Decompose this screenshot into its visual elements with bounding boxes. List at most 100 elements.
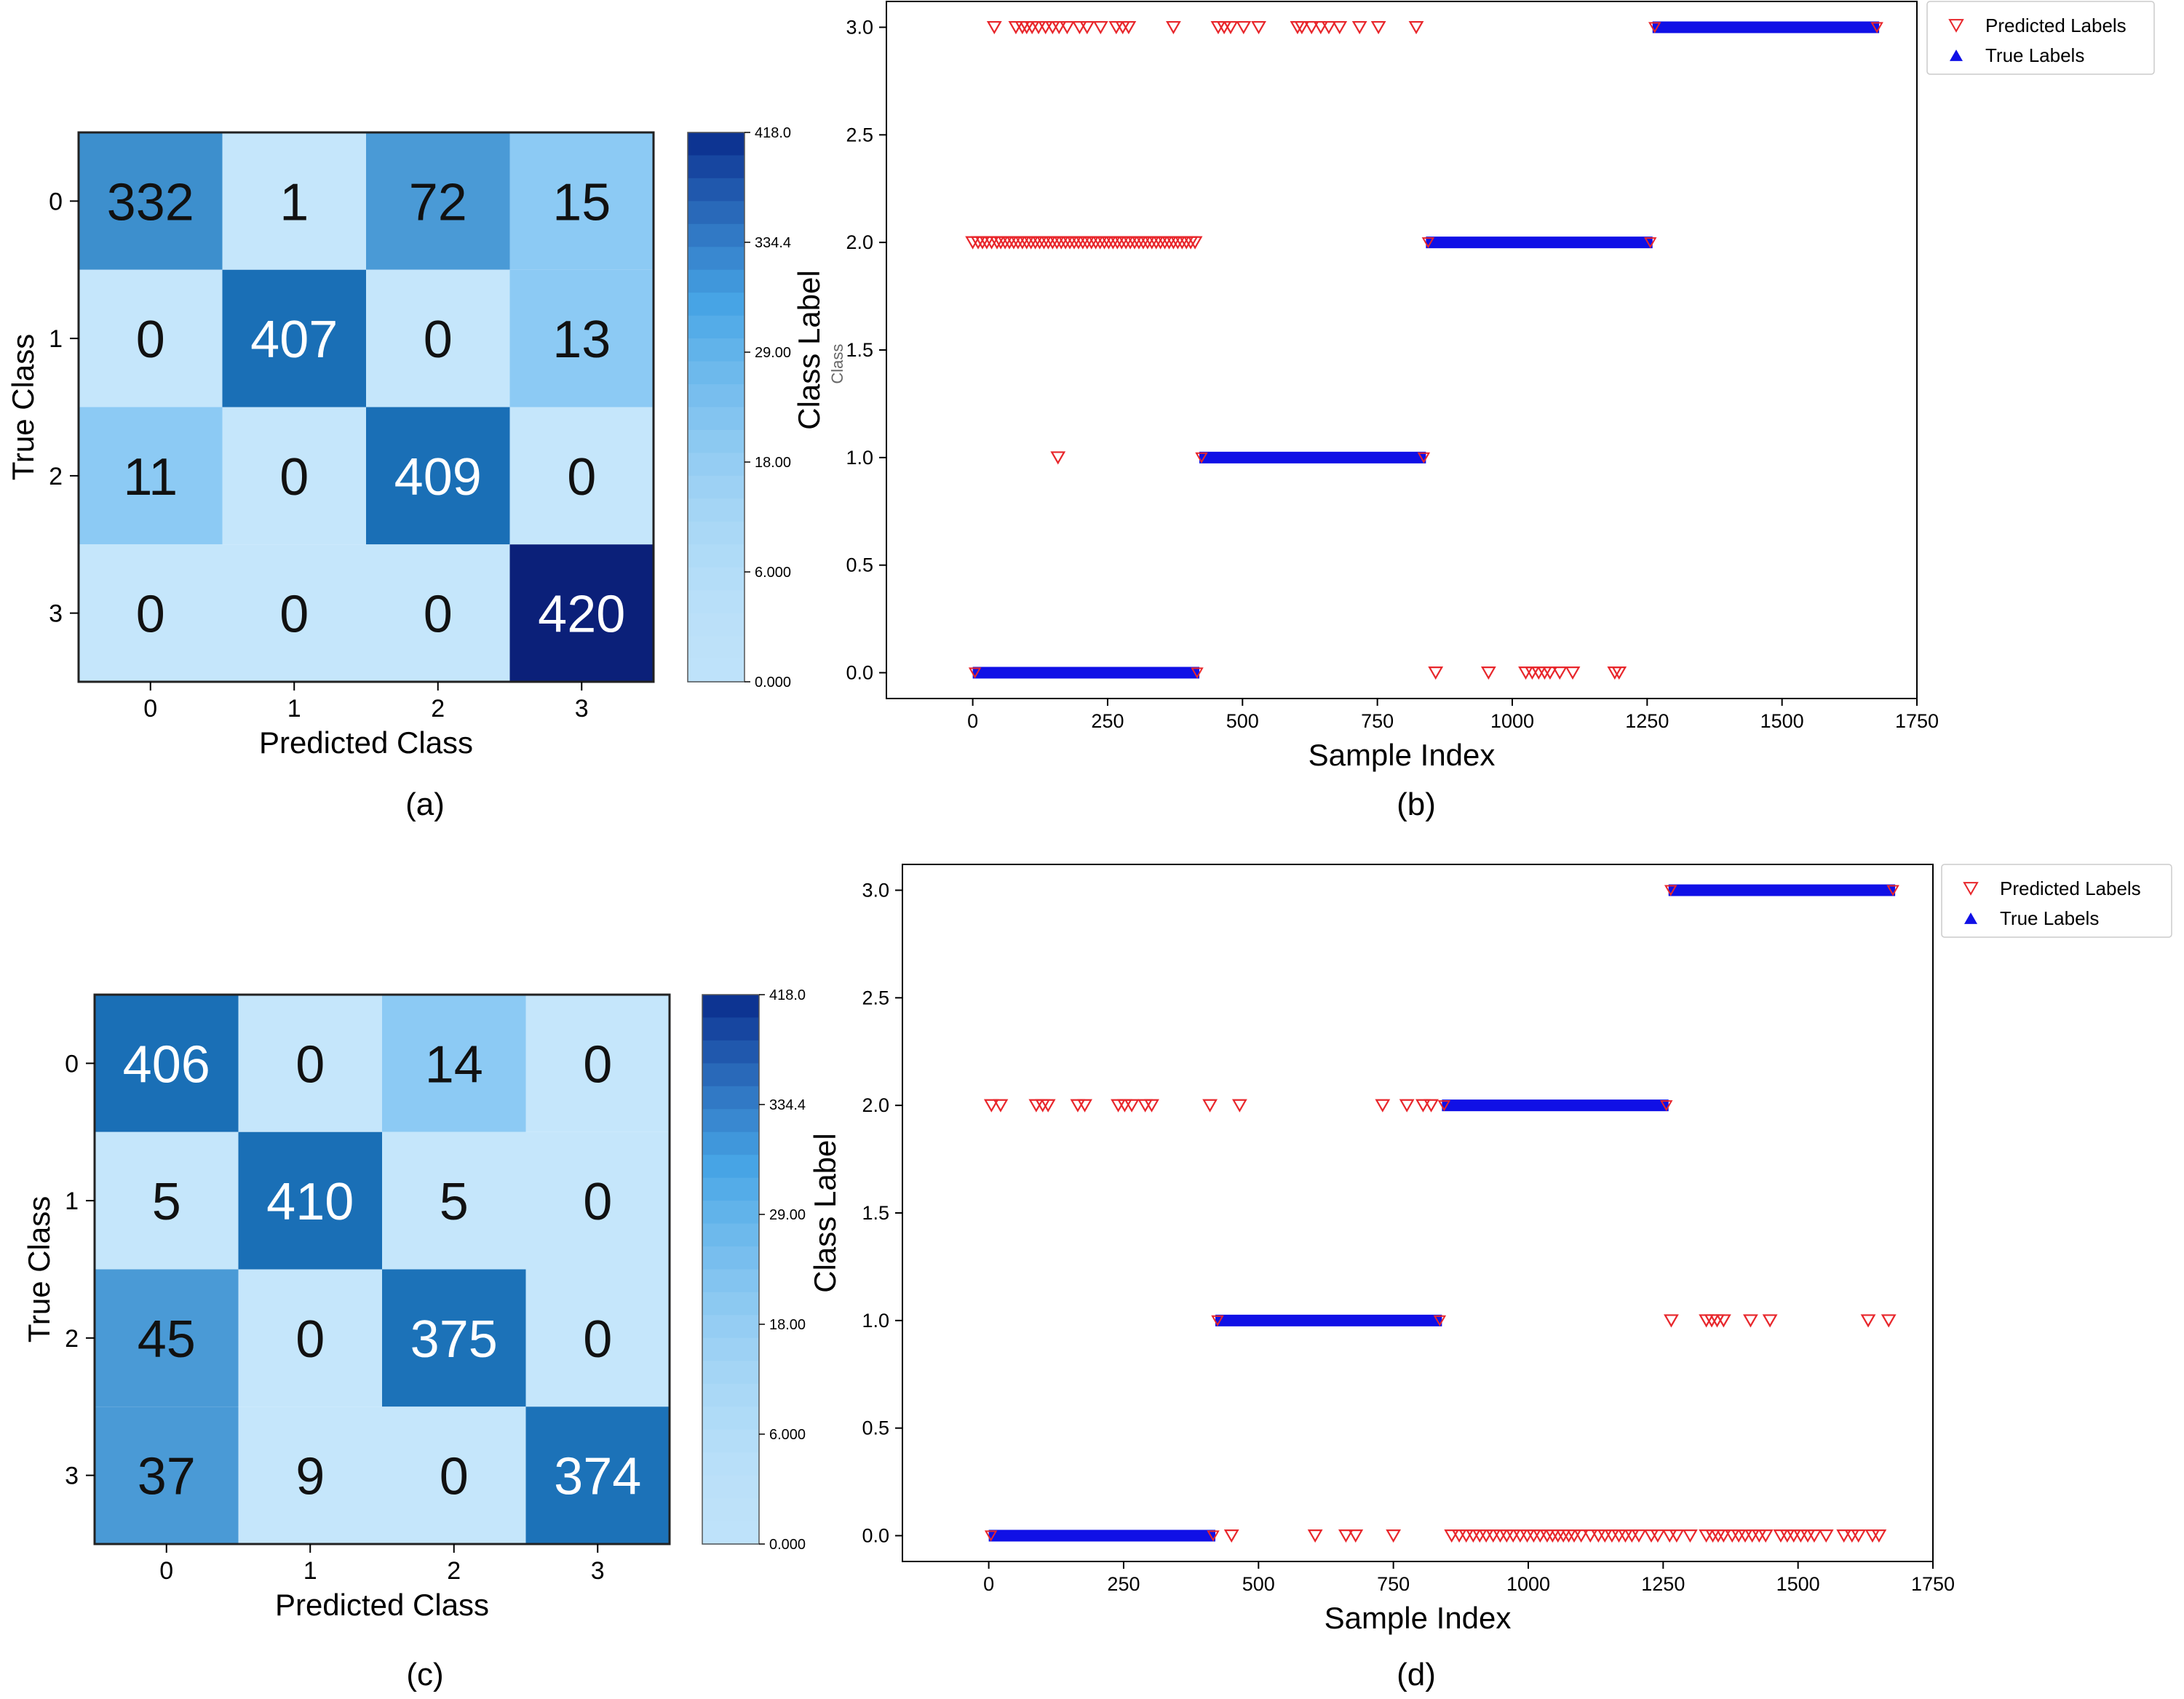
y-tick-label: 1.0	[862, 1310, 889, 1332]
predicted-marker	[1040, 1099, 1056, 1113]
colorbar-tick-label: 6.000	[769, 1427, 806, 1443]
predicted-marker	[1321, 20, 1337, 35]
matrix-cell-value: 15	[552, 173, 611, 231]
matrix-cell-value: 0	[279, 586, 309, 644]
predicted-marker	[1650, 1529, 1666, 1543]
colorbar-segment	[702, 1292, 759, 1316]
matrix-cell-value: 0	[583, 1035, 612, 1094]
predicted-marker	[1187, 236, 1203, 250]
matrix-cell-value: 0	[583, 1173, 612, 1231]
y-tick-label: 3.0	[846, 16, 873, 38]
matrix-cell	[509, 269, 654, 407]
x-tick-label: 1500	[1776, 1573, 1820, 1595]
true-label-segment	[1426, 236, 1653, 249]
y-tick-label: 0	[49, 188, 63, 215]
matrix-cell-value: 0	[583, 1310, 612, 1369]
predicted-marker	[1386, 1529, 1402, 1543]
colorbar-segment	[702, 1269, 759, 1293]
colorbar-segment	[702, 1131, 759, 1156]
predicted-marker	[1207, 1530, 1220, 1542]
predicted-marker	[1223, 20, 1239, 35]
matrix-cell	[525, 1131, 670, 1270]
x-tick-label: 0	[967, 710, 978, 732]
predicted-marker	[1166, 20, 1181, 35]
colorbar-segment	[702, 1177, 759, 1202]
y-tick-label: 1.0	[846, 447, 873, 469]
x-axis-title: Predicted Class	[275, 1588, 489, 1622]
predicted-marker	[1051, 20, 1067, 35]
colorbar-segment	[688, 658, 744, 683]
colorbar-tick-label: 18.00	[769, 1317, 806, 1333]
matrix-cell	[366, 132, 510, 270]
matrix-cell	[238, 1269, 382, 1407]
true-label-segment	[972, 667, 1199, 679]
colorbar-segment	[688, 453, 744, 477]
colorbar-segment	[688, 247, 744, 271]
colorbar-tick-label: 418.0	[755, 125, 791, 141]
x-tick-label: 1750	[1895, 710, 1939, 732]
y-tick-label: 3.0	[862, 879, 889, 901]
legend-box	[1926, 1, 2155, 75]
predicted-marker	[1415, 1099, 1431, 1113]
predicted-marker	[1307, 1529, 1323, 1543]
predicted-marker	[1079, 20, 1095, 35]
colorbar-segment	[702, 1429, 759, 1454]
predicted-marker	[1211, 1315, 1224, 1326]
true-label-segment	[988, 1529, 1215, 1542]
colorbar-tick-label: 6.000	[755, 565, 791, 581]
matrix-cell-value: 72	[409, 173, 467, 231]
label-plot-d: 0 250 500 750 1000 1250 1500 1750 0.0 0.5 1.0 1.5 2.…	[808, 864, 2172, 1692]
matrix-cell-value: 1	[279, 173, 309, 231]
matrix-cell-value: 11	[123, 448, 178, 506]
x-axis-title: Predicted Class	[259, 725, 473, 760]
matrix-cell-value: 45	[138, 1310, 196, 1369]
y-tick-label: 0.5	[862, 1417, 889, 1439]
matrix-cell	[79, 132, 223, 270]
y-axis-title: Class Label	[792, 270, 826, 429]
y-tick-label: 2.5	[862, 987, 889, 1008]
matrix-cell-value: 0	[567, 448, 596, 506]
matrix-cell-value: 0	[424, 586, 453, 644]
true-label-segment	[1652, 21, 1880, 33]
predicted-marker	[1762, 1314, 1778, 1328]
matrix-cell-value: 0	[136, 311, 165, 369]
colorbar-segment	[688, 407, 744, 431]
y-tick-label: 2	[49, 463, 63, 490]
colorbar-tick-label: 18.00	[755, 455, 791, 471]
colorbar-segment	[702, 1063, 759, 1087]
predicted-marker	[1428, 667, 1444, 680]
legend-true-symbol	[1964, 912, 1977, 924]
y-tick-label: 1	[65, 1187, 79, 1215]
true-label-segment	[1199, 451, 1426, 463]
matrix-cell-value: 0	[424, 311, 453, 369]
predicted-marker	[1092, 20, 1108, 35]
matrix-cell-value: 37	[138, 1448, 196, 1506]
x-tick-label: 750	[1377, 1573, 1410, 1595]
predicted-marker	[1648, 22, 1661, 33]
predicted-marker	[1860, 1314, 1876, 1328]
y-tick-label: 3	[65, 1463, 79, 1490]
matrix-cell	[525, 995, 670, 1132]
predicted-marker	[1542, 667, 1558, 680]
legend-predicted-symbol	[1948, 19, 1964, 33]
predicted-marker	[1332, 20, 1348, 35]
predicted-marker	[1480, 667, 1496, 680]
x-tick-label: 1000	[1506, 1573, 1550, 1595]
matrix-cell-value: 409	[394, 448, 482, 506]
colorbar-segment	[688, 544, 744, 568]
colorbar-segment	[702, 1246, 759, 1270]
predicted-marker	[1664, 1314, 1679, 1328]
predicted-marker	[993, 1099, 1009, 1113]
predicted-marker	[1077, 1099, 1092, 1113]
predicted-marker	[1121, 20, 1137, 35]
colorbar-segment	[688, 613, 744, 637]
legend-true-label: True Labels	[1985, 44, 2084, 66]
predicted-marker	[1758, 1529, 1774, 1543]
legend-true-symbol	[1950, 49, 1963, 61]
x-tick-label: 3	[591, 1557, 605, 1585]
matrix-cell	[95, 1269, 239, 1407]
colorbar-segment	[702, 1086, 759, 1110]
colorbar-tick-label: 334.4	[769, 1097, 806, 1113]
y-axis-title: True Class	[6, 334, 40, 481]
y-tick-label: 0.5	[846, 554, 873, 576]
